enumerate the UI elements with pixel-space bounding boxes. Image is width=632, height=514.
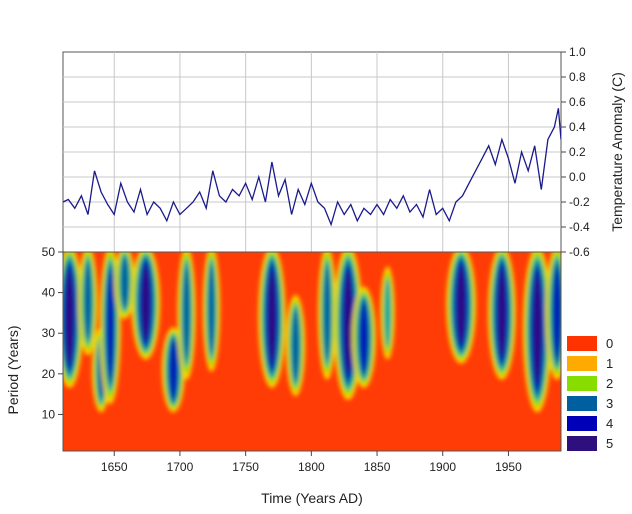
temperature-y-tick-label: 1.0 (569, 45, 586, 59)
heatmap-power-band (107, 271, 114, 379)
heatmap-power-band (84, 262, 92, 340)
legend-label-1: 1 (606, 356, 613, 371)
heatmap-y-tick-label: 50 (42, 245, 56, 259)
legend-swatch-4 (567, 416, 597, 431)
heatmap-x-tick-label: 1650 (101, 460, 128, 474)
temperature-y-tick-label: 0.6 (569, 95, 586, 109)
legend-label-0: 0 (606, 336, 613, 351)
temperature-panel: 1.0 0.8 0.6 0.4 0.2 0.0 -0.2 -0.4 -0.6 Temperatu… (62, 45, 625, 259)
heatmap-power-band (498, 269, 506, 357)
heatmap-x-tick-label: 1850 (364, 460, 391, 474)
heatmap-power-band (66, 270, 73, 364)
heatmap-y-tick-label: 10 (42, 407, 56, 421)
heatmap-y-ticks: 50 40 30 20 10 (42, 245, 63, 421)
legend-label-4: 4 (606, 416, 613, 431)
temperature-y-tick-label: 0.0 (569, 170, 586, 184)
heatmap-x-tick-label: 1750 (232, 460, 259, 474)
heatmap-power-band (324, 266, 331, 360)
legend-swatch-5 (567, 436, 597, 451)
heatmap-y-tick-label: 20 (42, 367, 56, 381)
temperature-y-tick-label: 0.2 (569, 145, 586, 159)
legend-swatch-1 (567, 356, 597, 371)
heatmap-y-tick-label: 30 (42, 326, 56, 340)
heatmap-power-blobs (63, 252, 561, 413)
heatmap-power-band (360, 303, 368, 372)
heatmap-power-band (121, 256, 129, 308)
power-legend: 0 1 2 3 4 5 (567, 336, 613, 451)
temperature-y-axis-label: Temperature Anomaly (C) (609, 72, 625, 232)
legend-label-3: 3 (606, 396, 613, 411)
heatmap-x-tick-label: 1950 (495, 460, 522, 474)
heatmap-power-band (344, 272, 352, 374)
heatmap-y-tick-label: 40 (42, 286, 56, 300)
temperature-y-tick-label: -0.6 (569, 245, 590, 259)
temperature-y-tick-label: -0.4 (569, 220, 590, 234)
heatmap-power-band (533, 274, 541, 384)
temperature-series-line (63, 108, 561, 227)
heatmap-power-band (384, 278, 391, 348)
legend-swatch-3 (567, 396, 597, 411)
heatmap-power-band (142, 265, 150, 340)
legend-swatch-0 (567, 336, 597, 351)
heatmap-y-axis-label: Period (Years) (5, 326, 21, 415)
heatmap-x-tick-label: 1700 (167, 460, 194, 474)
heatmap-x-axis-label: Time (Years AD) (261, 490, 363, 506)
heatmap-power-band (292, 309, 299, 381)
legend-label-2: 2 (606, 376, 613, 391)
heatmap-power-band (553, 267, 561, 358)
heatmap-power-band (208, 264, 215, 353)
temperature-gridlines (63, 52, 561, 252)
heatmap-power-band (268, 270, 276, 364)
heatmap-power-band (183, 266, 190, 360)
heatmap-x-tick-label: 1800 (298, 460, 325, 474)
temperature-y-ticks: 1.0 0.8 0.6 0.4 0.2 0.0 -0.2 -0.4 -0.6 (561, 45, 590, 259)
temperature-y-tick-label: 0.4 (569, 120, 586, 134)
heatmap-power-band (170, 341, 177, 399)
heatmap-power-band (457, 266, 465, 344)
legend-swatch-2 (567, 376, 597, 391)
legend-label-5: 5 (606, 436, 613, 451)
temperature-y-tick-label: 0.8 (569, 70, 586, 84)
heatmap-x-tick-label: 1900 (429, 460, 456, 474)
heatmap-frame (62, 251, 562, 452)
wavelet-panel: 1650 1700 1750 1800 1850 1900 1950 5040302010 … (5, 245, 613, 506)
temperature-y-tick-label: -0.2 (569, 195, 590, 209)
heatmap-x-ticks: 1650 1700 1750 1800 1850 1900 1950 (101, 451, 522, 474)
